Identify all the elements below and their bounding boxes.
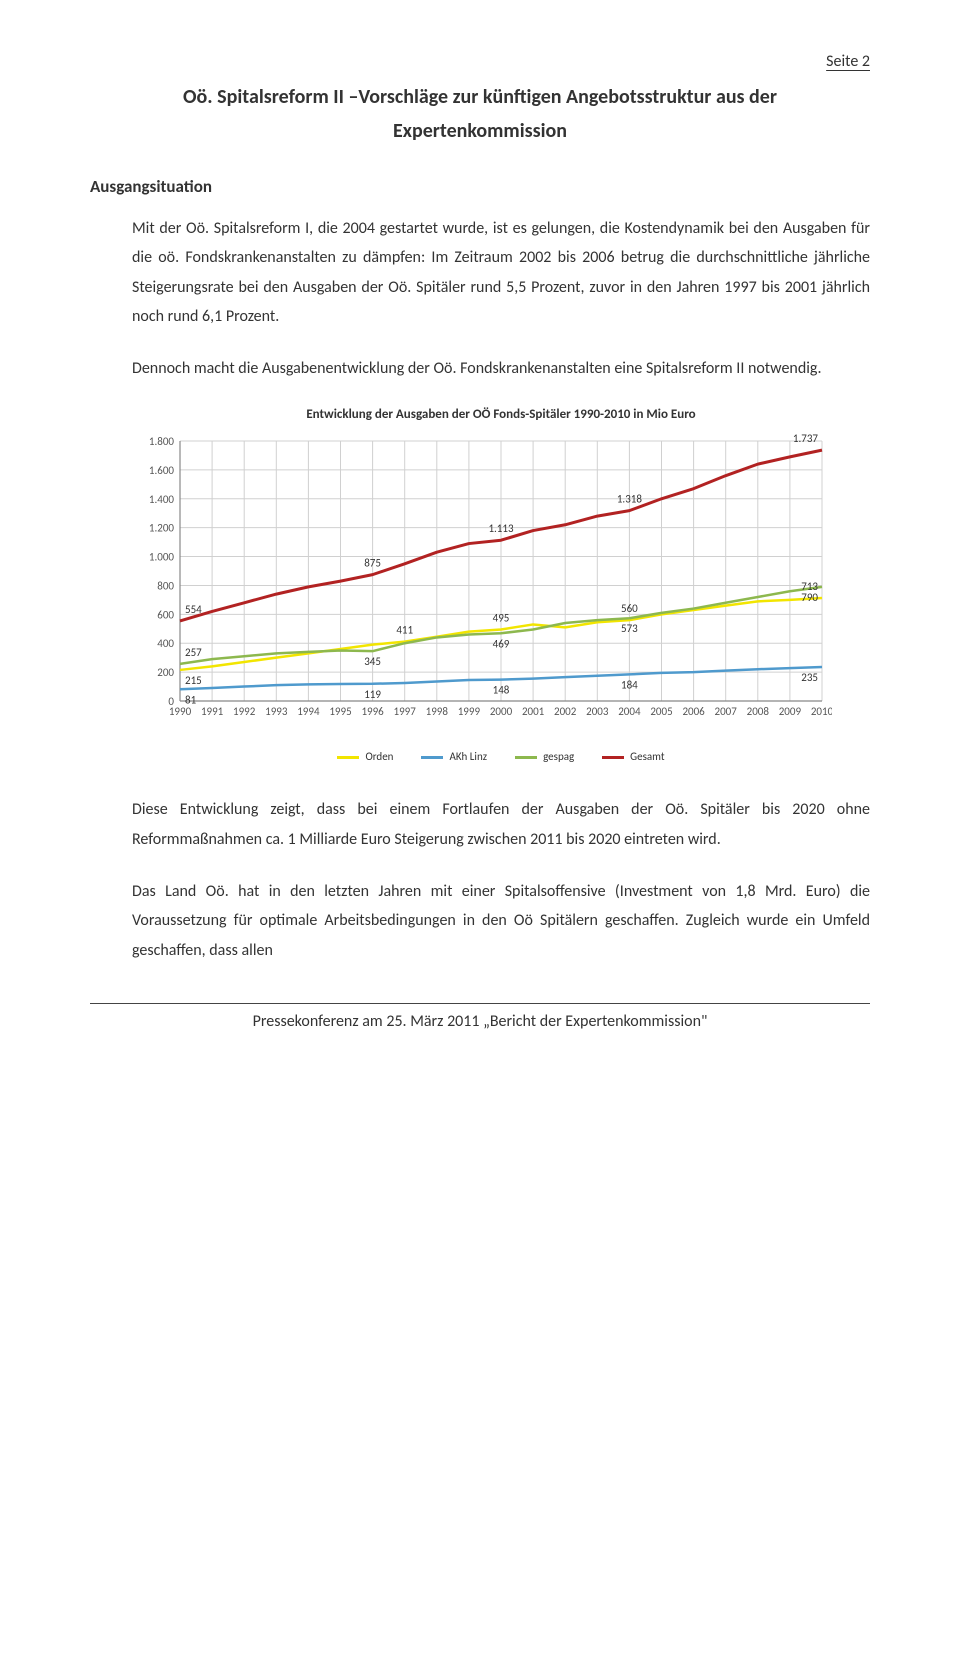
- svg-text:554: 554: [185, 603, 202, 616]
- footer: Pressekonferenz am 25. März 2011 „Berich…: [90, 1003, 870, 1034]
- legend-item: gespag: [515, 749, 574, 766]
- paragraph-4: Das Land Oö. hat in den letzten Jahren m…: [90, 877, 870, 966]
- svg-text:2007: 2007: [715, 705, 738, 718]
- svg-text:1998: 1998: [426, 705, 449, 718]
- svg-text:1993: 1993: [265, 705, 288, 718]
- paragraph-3: Diese Entwicklung zeigt, dass bei einem …: [90, 795, 870, 854]
- svg-text:2003: 2003: [586, 705, 609, 718]
- svg-text:81: 81: [185, 693, 197, 706]
- legend-item: Gesamt: [602, 749, 664, 766]
- svg-text:119: 119: [364, 688, 381, 701]
- svg-text:257: 257: [185, 646, 202, 659]
- chart-title: Entwicklung der Ausgaben der OÖ Fonds-Sp…: [132, 405, 870, 425]
- section-heading: Ausgangsituation: [90, 174, 870, 200]
- doc-title-line1: Oö. Spitalsreform II –Vorschläge zur kün…: [90, 82, 870, 112]
- svg-text:1.737: 1.737: [793, 432, 819, 445]
- svg-text:1995: 1995: [329, 705, 351, 718]
- svg-text:235: 235: [801, 671, 818, 684]
- svg-text:495: 495: [493, 611, 510, 624]
- svg-text:184: 184: [621, 678, 638, 691]
- svg-text:2001: 2001: [522, 705, 545, 718]
- doc-title-line2: Expertenkommission: [90, 116, 870, 146]
- page-number: Seite 2: [90, 50, 870, 74]
- svg-text:1996: 1996: [361, 705, 384, 718]
- svg-text:1.113: 1.113: [488, 522, 514, 535]
- svg-text:1994: 1994: [297, 705, 320, 718]
- paragraph-1: Mit der Oö. Spitalsreform I, die 2004 ge…: [90, 214, 870, 332]
- svg-text:2008: 2008: [747, 705, 770, 718]
- svg-text:1.000: 1.000: [149, 551, 175, 564]
- svg-text:1.600: 1.600: [149, 464, 175, 477]
- svg-text:1.200: 1.200: [149, 522, 175, 535]
- legend-item: AKh Linz: [421, 749, 487, 766]
- svg-text:573: 573: [621, 622, 638, 635]
- svg-text:1.318: 1.318: [617, 493, 643, 506]
- svg-text:2010: 2010: [811, 705, 832, 718]
- svg-text:1990: 1990: [169, 705, 192, 718]
- svg-text:148: 148: [493, 684, 510, 697]
- legend-item: Orden: [337, 749, 393, 766]
- svg-text:2004: 2004: [618, 705, 641, 718]
- paragraph-2: Dennoch macht die Ausgabenentwicklung de…: [90, 354, 870, 384]
- svg-text:2006: 2006: [682, 705, 705, 718]
- svg-text:800: 800: [157, 579, 174, 592]
- svg-text:1997: 1997: [394, 705, 417, 718]
- svg-text:875: 875: [364, 557, 381, 570]
- svg-text:560: 560: [621, 602, 638, 615]
- svg-text:345: 345: [364, 655, 381, 668]
- chart-legend: Orden AKh Linz gespag Gesamt: [132, 749, 870, 766]
- svg-text:2000: 2000: [490, 705, 513, 718]
- svg-text:215: 215: [185, 674, 202, 687]
- svg-text:1999: 1999: [458, 705, 481, 718]
- svg-text:1.800: 1.800: [149, 435, 175, 448]
- svg-text:713: 713: [801, 580, 818, 593]
- svg-text:2002: 2002: [554, 705, 577, 718]
- svg-text:2009: 2009: [779, 705, 802, 718]
- svg-text:200: 200: [157, 666, 174, 679]
- svg-text:2005: 2005: [650, 705, 672, 718]
- line-chart-svg: 02004006008001.0001.2001.4001.6001.80019…: [132, 431, 832, 741]
- svg-text:1991: 1991: [201, 705, 224, 718]
- svg-text:1.400: 1.400: [149, 493, 175, 506]
- svg-text:469: 469: [493, 637, 510, 650]
- expenditure-chart: Entwicklung der Ausgaben der OÖ Fonds-Sp…: [90, 405, 870, 765]
- svg-text:600: 600: [157, 608, 174, 621]
- svg-text:411: 411: [396, 624, 413, 637]
- svg-text:400: 400: [157, 637, 174, 650]
- svg-text:1992: 1992: [233, 705, 256, 718]
